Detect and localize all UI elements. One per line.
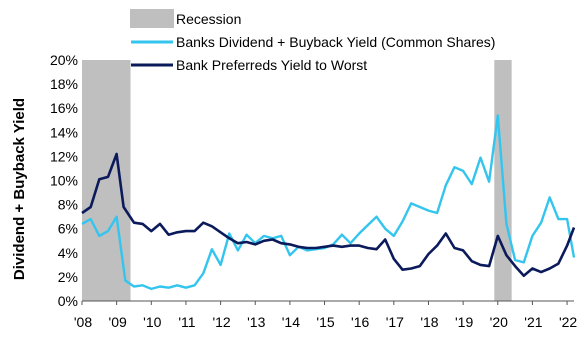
x-tick-label: '20 xyxy=(490,314,508,330)
y-tick-label: 8% xyxy=(58,197,78,213)
legend-label: Bank Preferreds Yield to Worst xyxy=(176,57,367,73)
legend: Recession Banks Dividend + Buyback Yield … xyxy=(130,9,495,73)
x-tick-label: '15 xyxy=(316,314,334,330)
x-tick-label: '21 xyxy=(524,314,542,330)
y-tick-label: 14% xyxy=(50,124,78,140)
x-tick-label: '12 xyxy=(212,314,230,330)
x-tick-label: '17 xyxy=(386,314,404,330)
legend-swatch-recession xyxy=(130,9,174,28)
x-tick-label: '08 xyxy=(74,314,92,330)
x-tick-label: '18 xyxy=(420,314,438,330)
x-tick-label: '19 xyxy=(455,314,473,330)
y-tick-label: 16% xyxy=(50,100,78,116)
y-tick-label: 0% xyxy=(58,293,78,309)
x-tick-label: '14 xyxy=(282,314,300,330)
x-tick-label: '11 xyxy=(178,314,195,330)
y-tick-label: 10% xyxy=(50,173,78,189)
x-tick-label: '22 xyxy=(559,314,577,330)
y-tick-labels: 0% 2% 4% 6% 8% 10% 12% 14% 16% 18% 20% xyxy=(50,52,78,309)
y-tick-label: 4% xyxy=(58,245,78,261)
y-tick-label: 12% xyxy=(50,148,78,164)
y-tick-label: 6% xyxy=(58,221,78,237)
legend-label: Recession xyxy=(176,11,241,27)
x-tick-labels: '08 '09 '10 '11 '12 '13 '14 '15 '16 '17 '18 '19 '20 '… xyxy=(74,301,577,330)
y-tick-label: 18% xyxy=(50,76,78,92)
legend-label: Banks Dividend + Buyback Yield (Common S… xyxy=(176,34,495,50)
x-tick-label: '13 xyxy=(247,314,265,330)
y-tick-label: 20% xyxy=(50,52,78,68)
y-tick-label: 2% xyxy=(58,269,78,285)
y-axis-label: Dividend + Buyback Yield xyxy=(11,98,28,280)
x-tick-label: '16 xyxy=(351,314,369,330)
x-tick-label: '10 xyxy=(143,314,161,330)
series-line-1 xyxy=(81,152,576,277)
series-layer xyxy=(81,114,576,291)
x-tick-label: '09 xyxy=(109,314,127,330)
